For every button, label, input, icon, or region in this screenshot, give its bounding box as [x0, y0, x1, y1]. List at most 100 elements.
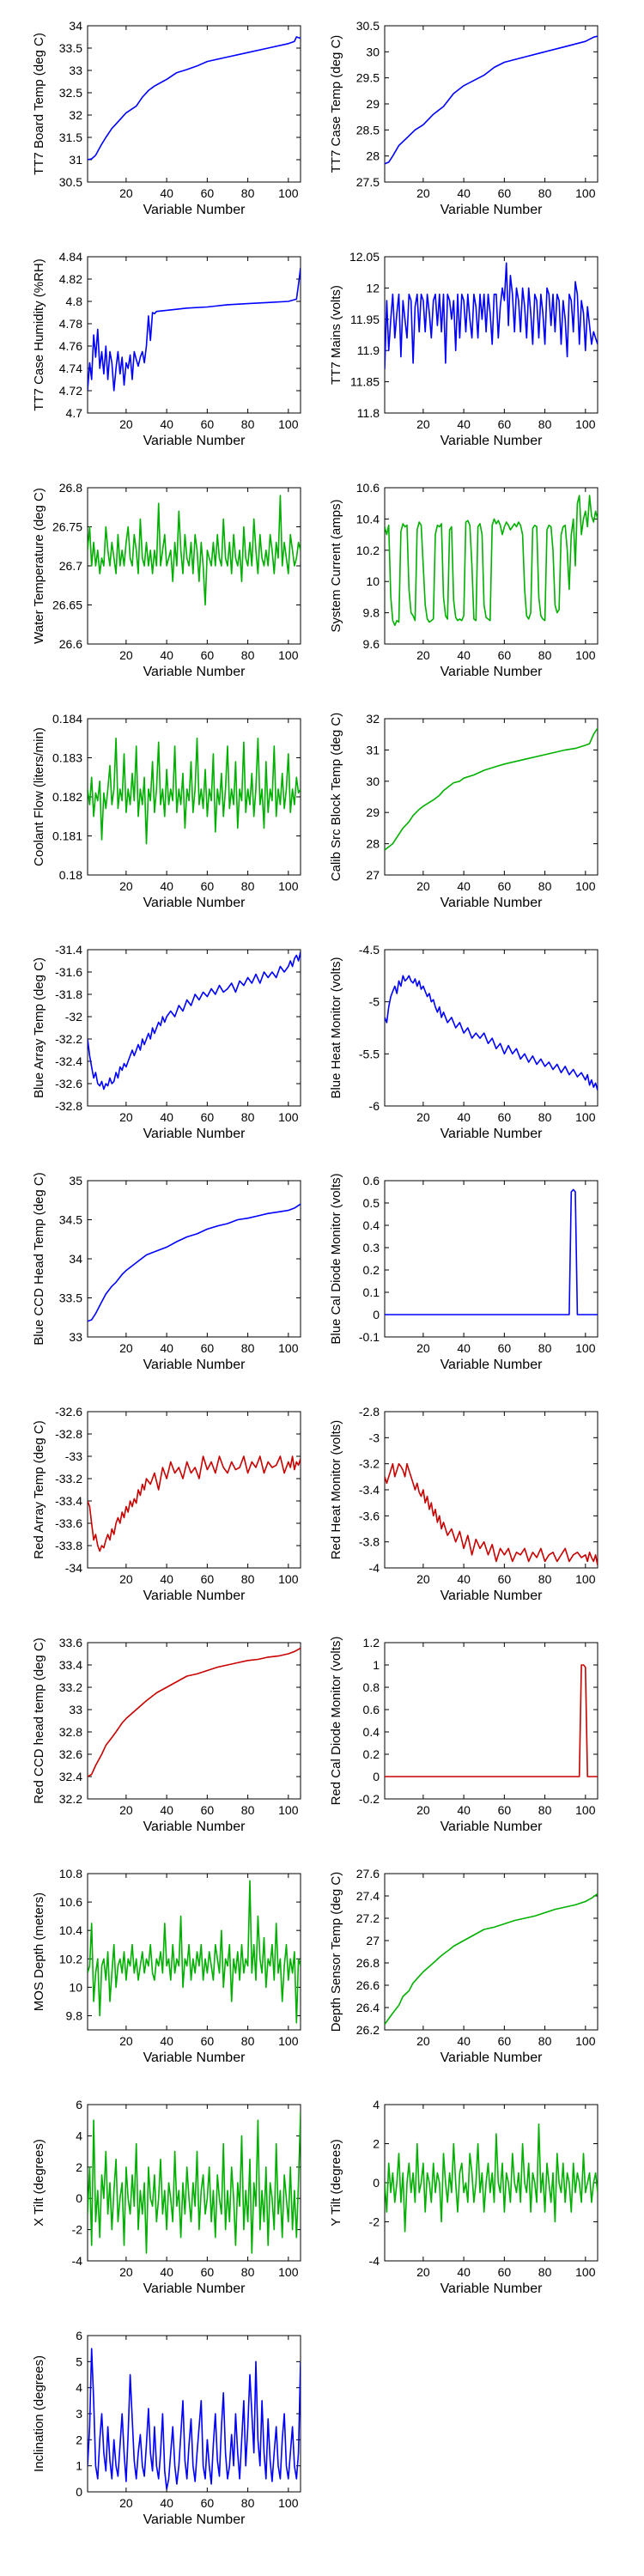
y-tick-label: 10.4 — [59, 1923, 82, 1937]
y-tick-label: -31.4 — [55, 943, 82, 957]
x-tick-label: 80 — [241, 2496, 255, 2510]
x-tick-label: 80 — [538, 417, 552, 431]
y-tick-label: 26.7 — [59, 559, 82, 573]
y-tick-label: 26.65 — [52, 598, 82, 612]
y-tick-label: 0.1 — [363, 1285, 380, 1299]
y-axis-label: TT7 Case Temp (deg C) — [329, 35, 343, 173]
y-tick-label: 33 — [69, 1330, 82, 1344]
x-tick-label: 40 — [457, 2034, 471, 2048]
y-tick-label: 4 — [373, 2098, 380, 2111]
y-tick-label: 26.75 — [52, 520, 82, 534]
y-tick-label: 12.05 — [349, 250, 380, 264]
y-axis-label: Blue CCD Head Temp (deg C) — [32, 1172, 46, 1345]
y-tick-label: 11.9 — [357, 343, 380, 357]
y-tick-label: -32.2 — [55, 1032, 82, 1046]
y-tick-label: 27.5 — [356, 175, 380, 189]
y-tick-label: -33.8 — [55, 1539, 82, 1552]
series-line — [88, 951, 301, 1091]
y-tick-label: 28 — [366, 837, 380, 851]
x-tick-label: 40 — [457, 1110, 471, 1124]
x-axis-label: Variable Number — [440, 2281, 544, 2296]
y-tick-label: 0 — [373, 1308, 380, 1321]
x-tick-label: 60 — [498, 648, 512, 662]
x-tick-label: 100 — [575, 1803, 596, 1817]
series-line — [385, 35, 598, 165]
y-axis-label: Blue Cal Diode Monitor (volts) — [329, 1173, 343, 1344]
y-tick-label: 29 — [366, 97, 380, 111]
chart-inclination: 0 1 2 3 4 5 6 20 40 60 80 100 Variable Number Inclina… — [32, 2329, 301, 2527]
series-line — [88, 36, 301, 161]
x-tick-label: 80 — [538, 2265, 552, 2279]
x-tick-label: 100 — [278, 648, 299, 662]
x-tick-label: 60 — [498, 2034, 512, 2048]
x-tick-label: 100 — [278, 2034, 299, 2048]
y-tick-label: 0.182 — [52, 790, 82, 804]
x-tick-label: 60 — [201, 648, 215, 662]
y-tick-label: 9.8 — [363, 606, 380, 620]
y-tick-label: 12 — [366, 281, 380, 295]
x-axis-label: Variable Number — [440, 1127, 544, 1141]
x-tick-label: 60 — [201, 1572, 215, 1586]
y-tick-label: 30.5 — [59, 175, 82, 189]
plot-frame — [384, 718, 598, 876]
x-axis-label: Variable Number — [143, 2050, 246, 2065]
x-tick-label: 20 — [119, 879, 133, 893]
y-tick-label: -4.5 — [359, 943, 380, 957]
chart-red-ccd-head-temp: 32.2 32.4 32.6 32.8 33 33.2 33.4 33.6 20 40 60 80 10… — [32, 1636, 301, 1834]
x-tick-label: 40 — [457, 1572, 471, 1586]
y-tick-label: -32.8 — [55, 1427, 82, 1441]
chart-tt7-mains: 11.8 11.85 11.9 11.95 12 12.05 20 40 60 80 100 Vari… — [329, 250, 598, 448]
y-axis-label: System Current (amps) — [329, 499, 343, 632]
x-tick-label: 80 — [241, 1803, 255, 1817]
x-tick-label: 80 — [538, 1572, 552, 1586]
series-line — [88, 1647, 301, 1777]
y-tick-label: 4.7 — [66, 406, 83, 420]
y-tick-label: 33.2 — [59, 1680, 82, 1694]
y-tick-label: -2.8 — [359, 1405, 380, 1419]
y-tick-label: -32.6 — [55, 1405, 82, 1419]
x-tick-label: 100 — [575, 648, 596, 662]
y-tick-label: 4.82 — [59, 272, 82, 286]
x-tick-label: 100 — [278, 417, 299, 431]
x-tick-label: 60 — [201, 417, 215, 431]
x-tick-label: 60 — [498, 186, 512, 200]
x-tick-label: 20 — [416, 417, 430, 431]
y-tick-label: 31.5 — [59, 131, 82, 144]
x-tick-label: 20 — [416, 2034, 430, 2048]
y-tick-label: -31.6 — [55, 965, 82, 979]
y-axis-label: Red Heat Monitor (volts) — [329, 1420, 343, 1560]
y-tick-label: -2 — [72, 2223, 83, 2237]
y-axis-label: Depth Sensor Temp (deg C) — [329, 1872, 343, 2032]
x-tick-label: 20 — [119, 648, 133, 662]
x-tick-label: 100 — [278, 879, 299, 893]
y-tick-label: 4 — [76, 2129, 82, 2142]
y-tick-label: 30 — [366, 45, 380, 58]
x-tick-label: 80 — [241, 1110, 255, 1124]
x-tick-label: 20 — [416, 1572, 430, 1586]
y-tick-label: 11.95 — [350, 313, 380, 326]
plot-frame — [384, 949, 598, 1107]
x-tick-label: 40 — [160, 648, 173, 662]
y-tick-label: 1 — [76, 2459, 82, 2473]
y-tick-label: 30.5 — [356, 19, 380, 33]
y-tick-label: 2 — [76, 2433, 82, 2446]
x-tick-label: 60 — [498, 1803, 512, 1817]
x-tick-label: 40 — [160, 1803, 173, 1817]
y-tick-label: 33 — [69, 64, 82, 77]
y-tick-label: 27 — [366, 868, 380, 882]
x-tick-label: 60 — [201, 1110, 215, 1124]
y-tick-label: -6 — [369, 1099, 380, 1113]
chart-tt7-humidity: 4.7 4.72 4.74 4.76 4.78 4.8 4.82 4.84 20 40 60 80 10… — [32, 250, 301, 448]
x-tick-label: 60 — [498, 1341, 512, 1355]
y-axis-label: MOS Depth (meters) — [32, 1893, 46, 2011]
series-line — [88, 495, 301, 606]
y-axis-label: TT7 Mains (volts) — [329, 285, 343, 385]
y-tick-label: 28.5 — [356, 123, 380, 137]
y-tick-label: 1 — [373, 1658, 380, 1672]
x-tick-label: 40 — [457, 417, 471, 431]
y-tick-label: 10.6 — [356, 481, 380, 495]
x-tick-label: 100 — [278, 1110, 299, 1124]
x-axis-label: Variable Number — [143, 434, 246, 448]
x-tick-label: 80 — [241, 2034, 255, 2048]
